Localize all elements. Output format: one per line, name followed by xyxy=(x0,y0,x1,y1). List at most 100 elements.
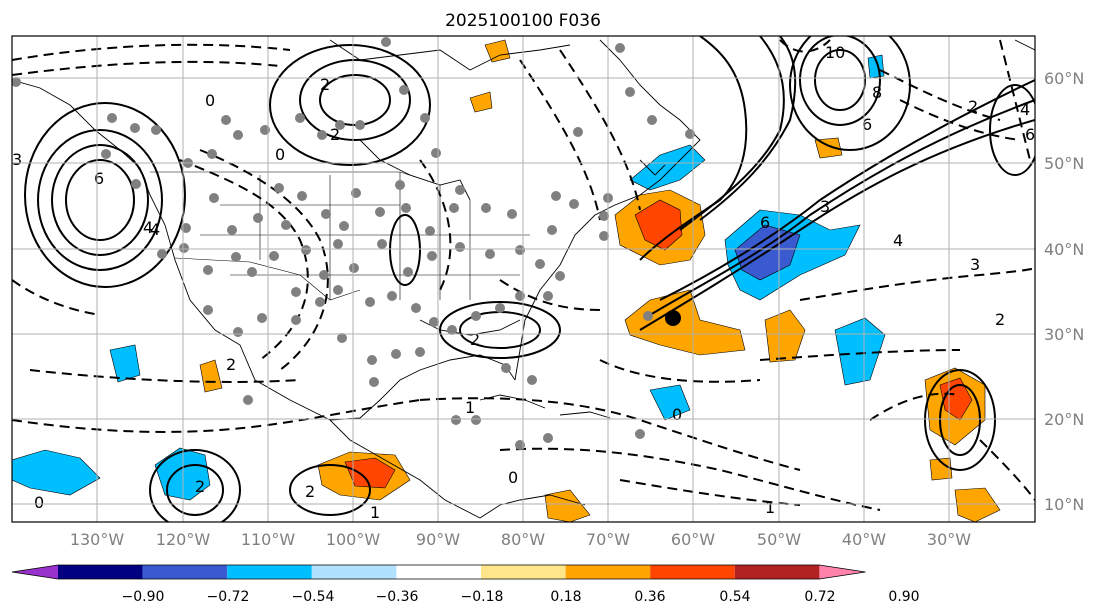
contour-label: 0 xyxy=(508,468,518,487)
station-dot xyxy=(333,285,343,295)
negative-anomaly-region xyxy=(12,449,101,496)
station-dot xyxy=(471,415,481,425)
station-dot xyxy=(243,395,253,405)
colorbar-segment xyxy=(142,565,228,579)
colorbar-label: −0.18 xyxy=(461,589,504,605)
station-dot xyxy=(179,243,189,253)
lat-label: 10°N xyxy=(1044,495,1084,514)
negative-anomaly-region xyxy=(649,384,691,421)
station-dot xyxy=(401,203,411,213)
colorbar-segment xyxy=(311,565,397,579)
contour-label: 4 xyxy=(150,220,160,239)
positive-anomaly-region xyxy=(764,309,806,363)
station-dot xyxy=(203,305,213,315)
station-dot xyxy=(427,251,437,261)
station-dot xyxy=(415,347,425,357)
station-dot xyxy=(455,185,465,195)
lon-label: 90°W xyxy=(416,530,460,549)
contour-label: 6 xyxy=(862,115,872,134)
colorbar-label: 0.72 xyxy=(804,589,835,605)
contour-label: 4 xyxy=(893,231,903,250)
station-dot xyxy=(107,113,117,123)
station-dot xyxy=(485,249,495,259)
negative-anomaly-core xyxy=(734,224,801,281)
station-dot xyxy=(599,211,609,221)
contour-label: 8 xyxy=(872,83,882,102)
contour-label: 2 xyxy=(470,330,480,349)
station-dot xyxy=(429,317,439,327)
station-dot xyxy=(101,149,111,159)
station-dot xyxy=(203,265,213,275)
colorbar-segment xyxy=(227,565,312,579)
station-dot xyxy=(395,180,405,190)
colorbar-label: −0.90 xyxy=(122,589,165,605)
negative-anomaly-region xyxy=(834,317,886,386)
lat-label: 20°N xyxy=(1044,410,1084,429)
colorbar-label: −0.72 xyxy=(207,589,250,605)
station-dot xyxy=(543,291,553,301)
station-dot xyxy=(501,363,511,373)
shaded-anomaly-areas xyxy=(12,39,1001,522)
station-dot xyxy=(227,225,237,235)
station-dot xyxy=(455,242,465,252)
contour-label: 2 xyxy=(305,482,315,501)
station-dot xyxy=(319,270,329,280)
station-dot xyxy=(257,313,267,323)
positive-anomaly-core xyxy=(634,199,683,251)
station-dot xyxy=(547,225,557,235)
station-dot xyxy=(599,231,609,241)
station-dot xyxy=(281,220,291,230)
contour-label: 3 xyxy=(12,150,22,169)
lon-label: 40°W xyxy=(842,530,886,549)
contour-label: 1 xyxy=(370,503,380,522)
station-dot xyxy=(573,127,583,137)
lat-label: 40°N xyxy=(1044,240,1084,259)
station-dot xyxy=(399,85,409,95)
station-dot xyxy=(274,183,284,193)
lon-label: 120°W xyxy=(156,530,211,549)
station-dot xyxy=(471,311,481,321)
station-dot xyxy=(247,267,257,277)
colorbar-label: 0.54 xyxy=(719,589,750,605)
colorbar-segment xyxy=(58,565,143,579)
colorbar-label: 0.36 xyxy=(634,589,665,605)
map-frame xyxy=(11,35,1036,523)
graticule xyxy=(12,36,1035,522)
contour-labels: 6 4 2 0 0 2 3 6 8 10 4 2 4 6 3 0 2 4 6 1… xyxy=(12,43,1035,522)
station-dot xyxy=(375,207,385,217)
station-dot xyxy=(569,199,579,209)
station-dot xyxy=(301,245,311,255)
positive-anomaly-region xyxy=(469,91,493,113)
station-dot xyxy=(449,203,459,213)
political-borders xyxy=(150,171,530,301)
lat-label: 50°N xyxy=(1044,154,1084,173)
colorbar-outline xyxy=(11,564,866,580)
contour-label: 1 xyxy=(465,398,475,417)
colorbar-segment xyxy=(565,565,651,579)
colorbar-segment xyxy=(481,565,566,579)
station-dot xyxy=(207,149,217,159)
contour-label: 6 xyxy=(94,169,104,188)
positive-anomaly-region xyxy=(954,487,1001,522)
positive-anomaly-region xyxy=(929,457,953,481)
station-dot xyxy=(291,287,301,297)
colorbar-segment xyxy=(650,565,735,579)
lon-label: 80°W xyxy=(501,530,545,549)
lon-label: 100°W xyxy=(326,530,381,549)
negative-anomaly-region xyxy=(629,144,706,191)
contour-label: 6 xyxy=(1025,125,1035,144)
station-dot xyxy=(291,315,301,325)
station-dot xyxy=(337,333,347,343)
station-dot xyxy=(377,239,387,249)
station-dot xyxy=(131,179,141,189)
station-dot xyxy=(367,355,377,365)
colorbar-segment xyxy=(396,565,481,579)
colorbar-segments xyxy=(11,564,866,580)
station-dot xyxy=(381,37,391,47)
station-dot xyxy=(391,349,401,359)
contour-label: 4 xyxy=(1020,100,1030,119)
station-dot xyxy=(425,226,435,236)
station-dot xyxy=(507,209,517,219)
contour-label: 3 xyxy=(970,255,980,274)
colorbar-label: 0.18 xyxy=(550,589,581,605)
